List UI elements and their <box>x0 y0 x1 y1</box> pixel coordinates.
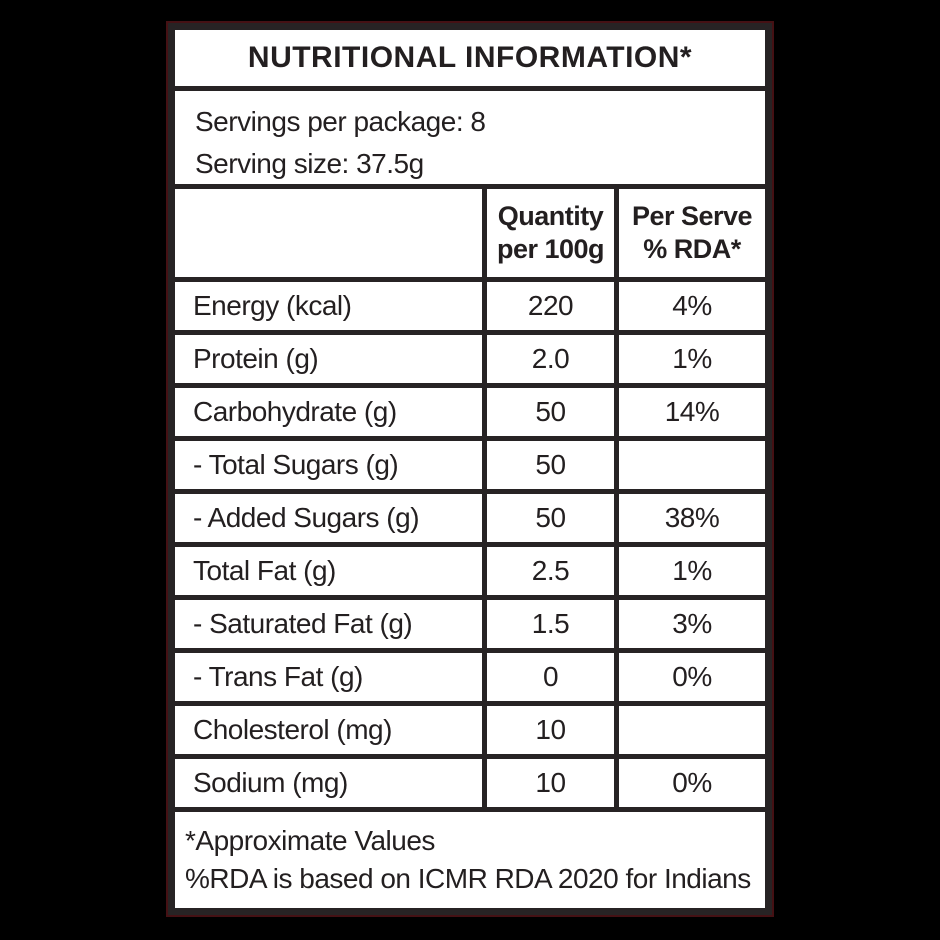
column-header-per-serve-line1: Per Serve <box>631 201 753 231</box>
nutrient-label: - Total Sugars (g) <box>175 441 487 489</box>
rda-value: 14% <box>664 396 720 427</box>
nutrient-label: - Saturated Fat (g) <box>175 600 487 648</box>
nutrient-label: Total Fat (g) <box>175 547 487 595</box>
quantity-value: 2.0 <box>487 335 619 383</box>
table-row-total-sugars: - Total Sugars (g) 50 <box>175 441 765 494</box>
rda-value: 0% <box>672 661 712 692</box>
nutrient-label: - Added Sugars (g) <box>175 494 487 542</box>
rda-value: 0% <box>672 767 712 798</box>
quantity-value: 220 <box>487 282 619 330</box>
serving-size: Serving size: 37.5g <box>195 148 424 179</box>
quantity-value: 2.5 <box>487 547 619 595</box>
table-row-carbohydrate: Carbohydrate (g) 50 14% <box>175 388 765 441</box>
servings-block: Servings per package: 8 Serving size: 37… <box>175 91 765 189</box>
table-row-saturated-fat: - Saturated Fat (g) 1.5 3% <box>175 600 765 653</box>
table-row-energy: Energy (kcal) 220 4% <box>175 282 765 335</box>
rda-value <box>619 706 765 754</box>
nutrient-label: Sodium (mg) <box>175 759 487 807</box>
label-title: NUTRITIONAL INFORMATION* <box>247 41 693 74</box>
quantity-value: 10 <box>487 706 619 754</box>
nutrient-label: Energy (kcal) <box>175 282 487 330</box>
nutrition-label: NUTRITIONAL INFORMATION* Servings per pa… <box>168 23 772 915</box>
servings-per-package: Servings per package: 8 <box>195 106 486 137</box>
table-row-trans-fat: - Trans Fat (g) 0 0% <box>175 653 765 706</box>
quantity-value: 0 <box>487 653 619 701</box>
nutrition-label-frame: NUTRITIONAL INFORMATION* Servings per pa… <box>166 21 774 917</box>
column-header-quantity: Quantity per 100g <box>487 189 619 277</box>
rda-value: 1% <box>672 343 712 374</box>
footnote-rda-basis: %RDA is based on ICMR RDA 2020 for India… <box>185 863 751 894</box>
table-row-protein: Protein (g) 2.0 1% <box>175 335 765 388</box>
nutrient-label: Carbohydrate (g) <box>175 388 487 436</box>
rda-value: 3% <box>672 608 712 639</box>
table-row-sodium: Sodium (mg) 10 0% <box>175 759 765 812</box>
footnotes-block: *Approximate Values %RDA is based on ICM… <box>175 812 765 908</box>
column-header-per-serve: Per Serve % RDA* <box>619 189 765 277</box>
rda-value <box>619 441 765 489</box>
rda-value: 4% <box>672 290 712 321</box>
nutrient-label: - Trans Fat (g) <box>175 653 487 701</box>
quantity-value: 1.5 <box>487 600 619 648</box>
quantity-value: 10 <box>487 759 619 807</box>
column-header-per-serve-line2: % RDA* <box>643 234 741 264</box>
column-header-quantity-line2: per 100g <box>496 234 605 264</box>
table-row-cholesterol: Cholesterol (mg) 10 <box>175 706 765 759</box>
footnote-approximate-values: *Approximate Values <box>185 825 435 856</box>
nutrient-label: Cholesterol (mg) <box>175 706 487 754</box>
quantity-value: 50 <box>487 388 619 436</box>
table-row-added-sugars: - Added Sugars (g) 50 38% <box>175 494 765 547</box>
table-row-total-fat: Total Fat (g) 2.5 1% <box>175 547 765 600</box>
rda-value: 38% <box>664 502 720 533</box>
quantity-value: 50 <box>487 441 619 489</box>
table-header-row: Quantity per 100g Per Serve % RDA* <box>175 189 765 282</box>
column-header-quantity-line1: Quantity <box>497 201 604 231</box>
rda-value: 1% <box>672 555 712 586</box>
label-title-row: NUTRITIONAL INFORMATION* <box>175 30 765 91</box>
nutrient-label: Protein (g) <box>175 335 487 383</box>
column-header-blank <box>175 189 487 277</box>
quantity-value: 50 <box>487 494 619 542</box>
